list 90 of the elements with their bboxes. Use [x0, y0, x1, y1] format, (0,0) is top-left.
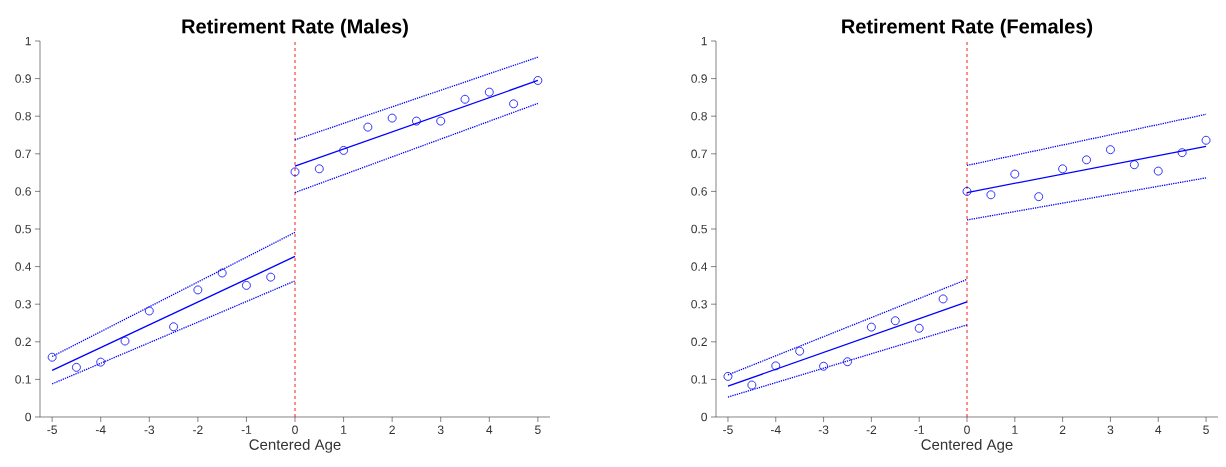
point [314, 164, 324, 174]
point [1082, 155, 1091, 165]
y-tick-label: 0.9 [691, 74, 707, 83]
y-tick-label: 0.7 [15, 149, 31, 159]
point [843, 357, 852, 367]
point [266, 272, 276, 282]
x-tick-label: -4 [95, 425, 106, 434]
point [819, 361, 828, 371]
x-tick-label: -3 [144, 425, 155, 435]
y-tick-label: 0.4 [15, 262, 32, 271]
point [1010, 169, 1020, 179]
point [509, 99, 518, 109]
x-tick-label: -1 [914, 425, 924, 434]
x-tick-label: -2 [866, 425, 877, 434]
point [890, 316, 900, 326]
x-tick-label: 1 [341, 425, 347, 434]
y-tick-label: 0.6 [15, 187, 31, 196]
y-tick-label: 1 [701, 36, 707, 46]
y-tick-label: 0.3 [691, 299, 707, 309]
point [217, 268, 227, 278]
y-tick-label: 0.9 [15, 74, 31, 83]
x-tick-label: 0 [292, 425, 298, 435]
x-tick-label: 4 [1155, 425, 1162, 434]
x-tick-label: -5 [47, 425, 57, 434]
point [1201, 135, 1211, 145]
point [1106, 145, 1115, 155]
point [771, 361, 781, 371]
x-tick-label: 2 [389, 425, 395, 434]
y-tick-label: 1 [25, 36, 31, 46]
x-tick-label: -1 [241, 425, 252, 434]
x-tick-label: -2 [193, 425, 203, 434]
x-tick-label: 2 [1059, 425, 1066, 434]
y-tick-label: 0.6 [691, 187, 707, 196]
y-tick-label: 0 [25, 412, 32, 422]
point [1129, 160, 1139, 170]
x-tick-label: -5 [723, 425, 733, 434]
point [938, 294, 948, 304]
y-tick-label: 0.1 [691, 375, 707, 384]
point [363, 122, 373, 132]
y-tick-label: 0.2 [15, 337, 31, 347]
point [144, 306, 154, 316]
point [914, 323, 924, 333]
y-tick-label: 0.3 [15, 299, 31, 309]
y-tick-label: 0.2 [691, 337, 707, 347]
point [962, 187, 972, 196]
point [986, 190, 996, 200]
point [120, 336, 130, 346]
y-tick-label: 0.8 [15, 111, 31, 121]
point [169, 322, 178, 332]
y-tick-label: 0 [701, 412, 708, 422]
point [747, 380, 757, 390]
point [193, 285, 203, 295]
point [1058, 164, 1068, 174]
x-axis-title: Centered Age [921, 438, 1013, 453]
y-tick-label: 0.7 [691, 149, 707, 159]
y-tick-label: 0.4 [691, 262, 708, 271]
x-tick-label: -4 [770, 425, 781, 434]
x-axis-title: Centered Age [249, 438, 341, 453]
x-tick-label: 0 [964, 425, 970, 435]
point [72, 362, 81, 372]
y-tick-label: 0.5 [691, 224, 707, 234]
point [1034, 192, 1044, 202]
point [723, 371, 733, 381]
chart-title: Retirement Rate (Males) [182, 18, 408, 38]
x-tick-label: 3 [1107, 425, 1114, 435]
y-tick-label: 0.8 [691, 111, 707, 121]
y-tick-label: 0.5 [15, 224, 31, 234]
point [795, 346, 805, 356]
point [242, 281, 251, 290]
point [387, 113, 397, 123]
y-tick-label: 0.1 [15, 375, 31, 384]
point [96, 357, 106, 367]
point [460, 94, 470, 104]
point [436, 116, 446, 126]
x-tick-label: -3 [818, 425, 829, 435]
point [1177, 148, 1187, 158]
point [339, 146, 348, 155]
chart-title: Retirement Rate (Females) [842, 18, 1093, 38]
point [412, 116, 421, 126]
point [290, 167, 300, 177]
x-tick-label: 4 [486, 425, 493, 434]
point [484, 87, 494, 97]
x-tick-label: 5 [1203, 425, 1209, 434]
point [866, 322, 876, 332]
point [533, 76, 543, 85]
x-tick-label: 1 [1012, 425, 1018, 434]
point [1153, 166, 1163, 176]
x-tick-label: 5 [535, 425, 541, 434]
point [47, 352, 57, 362]
x-tick-label: 3 [437, 425, 444, 435]
